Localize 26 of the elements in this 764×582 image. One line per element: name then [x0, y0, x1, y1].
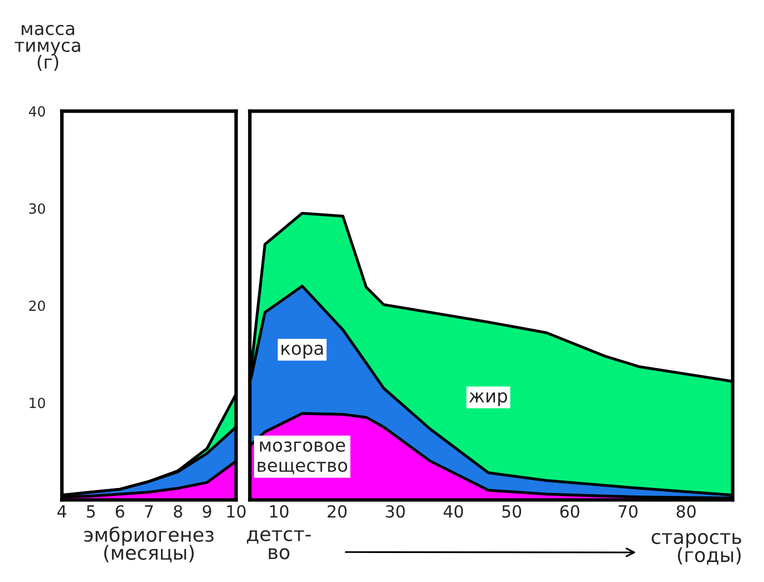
x-tick-label: 60 [560, 505, 580, 518]
y-axis-title: масса тимуса (г) [14, 24, 80, 71]
x-tick-label: 4 [57, 505, 66, 518]
x-tick-label: 30 [386, 505, 405, 518]
y-tick-label: 30 [29, 203, 45, 214]
x-tick-label: 7 [145, 505, 153, 518]
x-axis-title: старость (годы) [652, 532, 742, 565]
x-tick-label: 8 [174, 505, 182, 518]
y-tick-label: 10 [30, 398, 45, 408]
x-tick-label: 9 [202, 505, 212, 518]
text: детст- во [246, 530, 311, 560]
x-tick-label: 40 [444, 505, 463, 518]
x-tick-label: 80 [676, 505, 696, 518]
x-tick-label: 20 [328, 505, 347, 518]
x-tick-label: 10 [227, 505, 246, 518]
series-label: мозговое вещество [258, 441, 348, 474]
x-axis-title: эмбриогенез (месяцы) [84, 526, 214, 562]
x-tick-label: 50 [502, 505, 522, 518]
y-tick-label: 20 [29, 300, 45, 312]
x-tick-label: 6 [116, 505, 124, 518]
series-label: жир [469, 392, 508, 406]
x-tick-label: 5 [86, 505, 95, 518]
x-tick-label: 70 [618, 505, 638, 518]
x-tick-label: 10 [270, 505, 288, 518]
y-tick-label: 40 [28, 106, 45, 117]
series-label: кора [282, 344, 323, 359]
